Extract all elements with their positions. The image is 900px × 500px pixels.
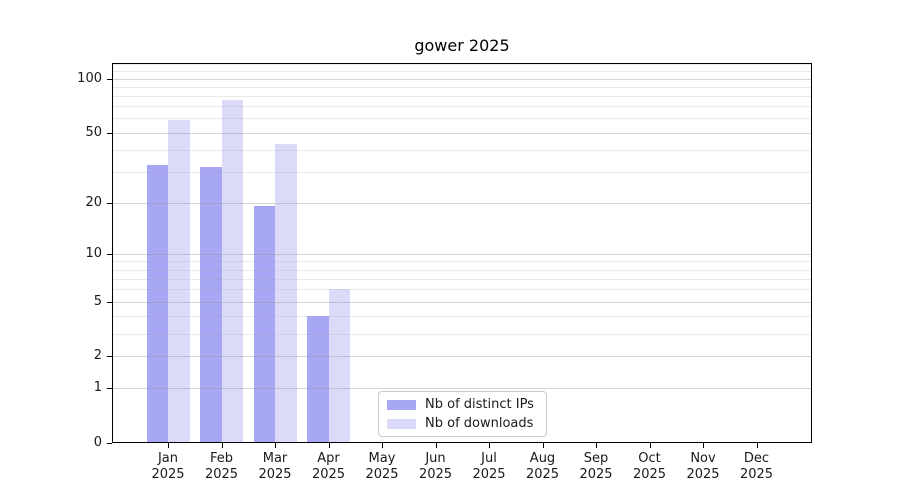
gridline-3 (112, 333, 812, 335)
y-tick-label-1: 1 (93, 380, 102, 396)
x-tick-mark-may (382, 443, 383, 448)
gridline-8 (112, 269, 812, 271)
gridline-4 (112, 315, 812, 317)
y-tick-label-2: 2 (93, 348, 102, 364)
y-tick-mark-100 (107, 78, 112, 80)
x-tick-mark-mar (275, 443, 276, 448)
bar-jan-distinct-ips (146, 164, 168, 443)
x-tick-label-feb: Feb 2025 (204, 451, 239, 482)
grid-layer (112, 63, 812, 443)
x-tick-label-mar: Mar 2025 (258, 451, 292, 482)
bar-apr-downloads (328, 289, 350, 443)
x-tick-mark-aug (542, 443, 544, 448)
y-tick-mark-20 (107, 202, 112, 204)
gridline-1 (112, 388, 812, 390)
x-tick-label-may: May 2025 (365, 451, 399, 482)
bar-mar-distinct-ips (253, 206, 275, 443)
x-tick-mark-feb (221, 443, 223, 448)
x-tick-label-aug: Aug 2025 (525, 451, 560, 482)
bars-layer (112, 63, 812, 443)
y-tick-mark-2 (107, 356, 112, 358)
gridline-40 (112, 149, 812, 151)
legend: Nb of distinct IPs Nb of downloads (378, 391, 547, 437)
legend-item-downloads: Nb of downloads (387, 416, 538, 431)
y-tick-mark-1 (107, 388, 112, 390)
x-tick-label-jun: Jun 2025 (418, 451, 453, 482)
x-tick-label-oct: Oct 2025 (632, 451, 667, 482)
legend-item-distinct-ips: Nb of distinct IPs (387, 397, 538, 412)
x-tick-mark-sep (596, 443, 597, 448)
y-tick-label-5: 5 (93, 293, 102, 309)
y-tick-mark-0 (107, 443, 112, 444)
gridline-20 (112, 202, 812, 204)
gridline-100 (112, 78, 812, 80)
y-tick-label-100: 100 (77, 70, 102, 86)
gridline-10 (112, 253, 812, 255)
legend-swatch-distinct-ips (387, 399, 416, 410)
x-tick-mark-jun (435, 443, 437, 448)
gridline-80 (112, 96, 812, 97)
gridline-6 (112, 289, 812, 291)
x-tick-label-jul: Jul 2025 (472, 451, 506, 482)
y-tick-mark-5 (107, 301, 112, 303)
chart-title: gower 2025 (414, 36, 510, 55)
bar-feb-distinct-ips (200, 166, 222, 443)
gridline-110 (112, 71, 812, 73)
y-tick-mark-50 (107, 132, 112, 134)
x-tick-mark-jul (489, 443, 490, 448)
y-tick-label-50: 50 (85, 124, 102, 140)
gridline-70 (112, 106, 812, 108)
legend-label-distinct-ips: Nb of distinct IPs (425, 397, 534, 412)
bar-mar-downloads (275, 144, 297, 443)
x-tick-mark-nov (703, 443, 704, 448)
bar-feb-downloads (221, 100, 243, 443)
x-tick-label-jan: Jan 2025 (151, 451, 185, 482)
gridline-2 (112, 356, 812, 358)
x-tick-mark-oct (649, 443, 651, 448)
gridline-120 (112, 64, 812, 66)
gridline-50 (112, 132, 812, 134)
bar-apr-distinct-ips (307, 315, 329, 443)
bar-jan-downloads (168, 119, 190, 443)
y-tick-mark-10 (107, 253, 112, 255)
y-tick-label-10: 10 (85, 245, 102, 261)
gridline-30 (112, 171, 812, 173)
y-tick-label-0: 0 (93, 435, 102, 450)
gridline-7 (112, 278, 812, 280)
gridline-9 (112, 261, 812, 263)
gridline-90 (112, 86, 812, 88)
x-tick-label-apr: Apr 2025 (311, 451, 346, 482)
legend-swatch-downloads (387, 418, 416, 429)
x-tick-label-nov: Nov 2025 (686, 451, 720, 482)
plot-area (112, 63, 812, 443)
x-tick-mark-jan (168, 443, 169, 448)
gridline-60 (112, 118, 812, 120)
gridline-5 (112, 301, 812, 303)
x-tick-mark-dec (756, 443, 758, 448)
x-tick-label-sep: Sep 2025 (579, 451, 613, 482)
y-tick-label-20: 20 (85, 194, 102, 210)
x-tick-label-dec: Dec 2025 (739, 451, 774, 482)
x-tick-mark-apr (328, 443, 330, 448)
legend-label-downloads: Nb of downloads (425, 416, 534, 431)
